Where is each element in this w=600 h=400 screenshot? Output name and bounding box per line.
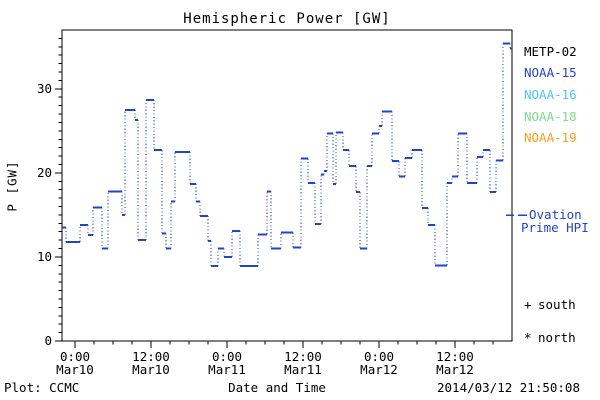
plot-timestamp: 2014/03/12 21:50:08 <box>437 380 580 395</box>
plot-credit: Plot: CCMC <box>4 380 80 395</box>
x-tick-date: Mar11 <box>208 362 246 377</box>
x-tick-label-1: 12:00 Mar10 <box>113 350 189 376</box>
chart-title: Hemispheric Power [GW] <box>183 11 391 27</box>
x-tick-label-0: 0:00 Mar10 <box>37 350 113 376</box>
legend-ovation-line1: Ovation <box>529 207 582 222</box>
x-tick-date: Mar10 <box>132 362 170 377</box>
x-tick-time: 12:00 <box>284 349 322 364</box>
plus-marker-icon: + <box>524 297 532 312</box>
x-tick-label-2: 0:00 Mar11 <box>189 350 265 376</box>
data-series-ovation-prime-hpi <box>62 42 512 268</box>
x-tick-time: 0:00 <box>363 349 395 364</box>
x-tick-label-5: 12:00 Mar12 <box>417 350 493 376</box>
x-tick-date: Mar10 <box>56 362 94 377</box>
x-tick-time: 0:00 <box>59 349 91 364</box>
legend-entry-noaa-18: NOAA-18 <box>524 109 577 124</box>
x-tick-label-3: 12:00 Mar11 <box>265 350 341 376</box>
x-tick-time: 12:00 <box>132 349 170 364</box>
y-tick-label-0: 0 <box>44 333 52 348</box>
asterisk-marker-icon: * <box>524 330 532 345</box>
legend-entry-metp-02: METP-02 <box>524 44 577 59</box>
y-tick-label-20: 20 <box>36 165 52 180</box>
x-tick-date: Mar12 <box>436 362 474 377</box>
x-axis-ticks <box>74 341 494 348</box>
south-label: south <box>538 297 576 312</box>
x-tick-time: 12:00 <box>436 349 474 364</box>
y-tick-label-10: 10 <box>36 249 52 264</box>
legend-entry-noaa-19: NOAA-19 <box>524 130 577 145</box>
y-axis-ticks <box>55 37 62 342</box>
x-tick-label-4: 0:00 Mar12 <box>341 350 417 376</box>
plot-border <box>61 29 513 342</box>
legend-marker-north: * north <box>524 331 576 345</box>
x-tick-time: 0:00 <box>211 349 243 364</box>
legend-ovation-line2: Prime HPI <box>521 220 589 235</box>
y-tick-label-30: 30 <box>36 81 52 96</box>
north-label: north <box>538 330 576 345</box>
x-tick-date: Mar11 <box>284 362 322 377</box>
x-tick-date: Mar12 <box>360 362 398 377</box>
x-axis-label: Date and Time <box>228 380 326 395</box>
legend-marker-south: + south <box>524 298 576 312</box>
legend-entry-noaa-16: NOAA-16 <box>524 87 577 102</box>
legend-entry-noaa-15: NOAA-15 <box>524 65 577 80</box>
